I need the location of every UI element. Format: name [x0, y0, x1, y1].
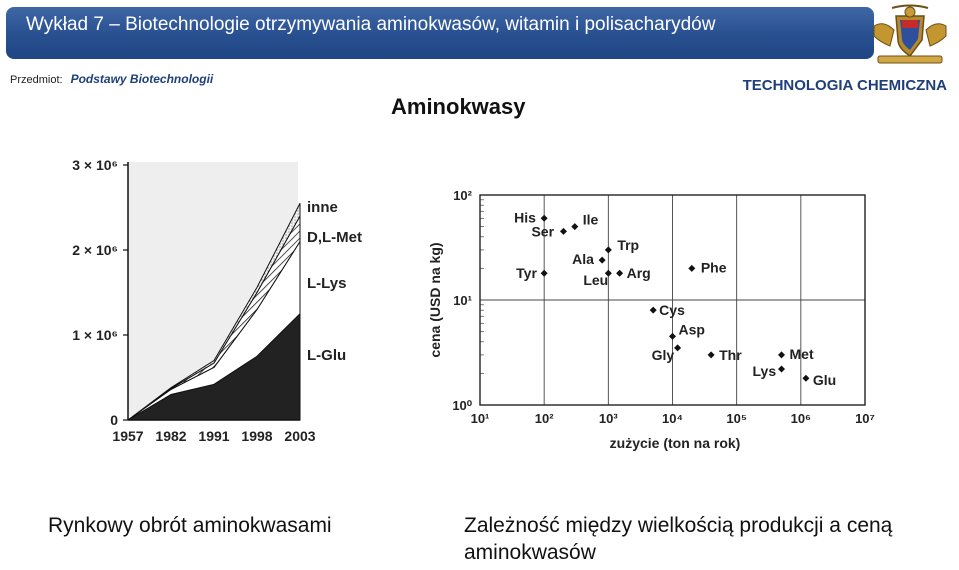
point-lys — [778, 365, 786, 373]
point-glu — [802, 374, 810, 382]
point-label-trp: Trp — [617, 237, 639, 253]
right-xtick-label: 10⁷ — [855, 411, 875, 426]
university-crest-icon — [873, 4, 947, 64]
left-ytick-label: 1 × 10⁶ — [72, 327, 118, 343]
point-gly — [674, 344, 682, 352]
lecture-title: Wykład 7 – Biotechnologie otrzymywania a… — [26, 14, 716, 35]
left-ytick-label: 0 — [110, 412, 118, 428]
point-arg — [616, 269, 624, 277]
point-ile — [571, 223, 579, 231]
chart-right-frame — [479, 194, 866, 406]
point-label-phe: Phe — [701, 259, 727, 275]
point-label-met: Met — [790, 346, 814, 362]
point-label-his: His — [514, 209, 536, 225]
right-xtick-label: 10³ — [599, 411, 618, 426]
point-cys — [649, 306, 657, 314]
point-label-ala: Ala — [572, 251, 594, 267]
point-label-tyr: Tyr — [516, 265, 537, 281]
left-caption: Rynkowy obrót aminokwasami — [48, 514, 332, 537]
point-label-lys: Lys — [753, 363, 777, 379]
left-ytick-label: 2 × 10⁶ — [72, 242, 118, 258]
point-tyr — [540, 269, 548, 277]
point-label-asp: Asp — [679, 321, 705, 337]
right-xtick-label: 10⁵ — [726, 411, 747, 426]
legend-l-glu: L-Glu — [307, 347, 346, 364]
point-label-gly: Gly — [652, 347, 675, 363]
left-xtick-label: 1991 — [198, 428, 229, 444]
right-xtick-label: 10⁴ — [662, 411, 683, 426]
legend-l-lys: L-Lys — [307, 275, 346, 292]
left-ytick-label: 3 × 10⁶ — [72, 157, 118, 173]
point-phe — [688, 264, 696, 272]
point-label-ser: Ser — [531, 223, 554, 239]
section-title: Aminokwasy — [391, 94, 526, 119]
right-xtick-label: 10¹ — [471, 411, 490, 426]
department-name: TECHNOLOGIA CHEMICZNA — [742, 77, 947, 94]
legend-inne: inne — [307, 199, 338, 216]
point-label-thr: Thr — [719, 347, 742, 363]
area-inne — [127, 203, 301, 421]
legend-d-l-met: D,L-Met — [307, 229, 362, 246]
point-label-ile: Ile — [583, 212, 599, 228]
point-label-leu: Leu — [583, 272, 608, 288]
point-ser — [559, 227, 567, 235]
point-met — [778, 351, 786, 359]
left-xtick-label: 2003 — [284, 428, 315, 444]
point-label-glu: Glu — [813, 372, 836, 388]
point-thr — [707, 351, 715, 359]
right-caption: Zależność między wielkością produkcji a … — [464, 514, 893, 564]
point-trp — [604, 246, 612, 254]
subject-label: Przedmiot: — [10, 74, 63, 86]
right-ytick-label: 10² — [453, 188, 472, 203]
left-xtick-label: 1998 — [241, 428, 272, 444]
point-label-arg: Arg — [627, 265, 651, 281]
subject-row: Przedmiot: Podstawy Biotechnologii — [10, 72, 213, 86]
header-banner: Wykład 7 – Biotechnologie otrzymywania a… — [0, 0, 959, 66]
right-ytick-label: 10¹ — [453, 293, 472, 308]
subject-value: Podstawy Biotechnologii — [70, 72, 214, 86]
point-leu — [604, 269, 612, 277]
point-label-cys: Cys — [659, 302, 685, 318]
right-ytick-label: 10⁰ — [452, 398, 472, 413]
right-xtick-label: 10² — [535, 411, 554, 426]
point-his — [540, 214, 548, 222]
right-y-axis-label: cena (USD na kg) — [427, 242, 443, 357]
point-asp — [669, 332, 676, 340]
point-ala — [598, 256, 606, 264]
right-x-axis-label: zużycie (ton na rok) — [610, 435, 741, 451]
left-xtick-label: 1982 — [155, 428, 186, 444]
right-xtick-label: 10⁶ — [791, 411, 811, 426]
title-bar — [6, 7, 874, 59]
left-xtick-label: 1957 — [112, 428, 143, 444]
